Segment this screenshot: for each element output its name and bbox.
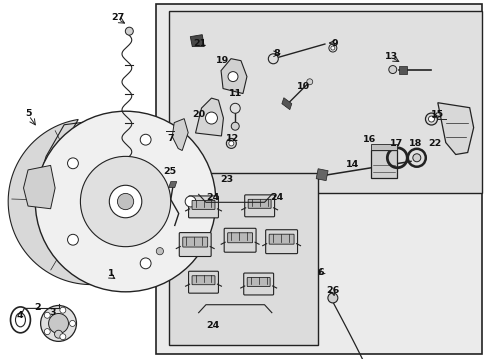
Text: 1: 1 [107,269,114,278]
Polygon shape [190,35,204,46]
Bar [371,150,397,178]
Text: 18: 18 [409,139,422,148]
Text: 7: 7 [168,134,174,143]
FancyBboxPatch shape [192,201,215,210]
Text: 24: 24 [270,193,283,202]
Circle shape [331,46,335,50]
Circle shape [41,151,142,252]
Text: 4: 4 [16,311,23,320]
Circle shape [68,158,78,169]
Text: 27: 27 [111,13,125,22]
FancyBboxPatch shape [179,233,211,257]
Circle shape [44,312,50,318]
FancyBboxPatch shape [247,278,270,287]
Text: 6: 6 [318,268,324,277]
Circle shape [41,306,76,341]
FancyBboxPatch shape [266,230,297,254]
FancyBboxPatch shape [245,195,274,217]
Circle shape [109,185,142,218]
Circle shape [58,168,124,234]
Circle shape [60,334,66,340]
Circle shape [229,141,234,146]
Circle shape [329,44,337,52]
Text: 2: 2 [34,303,41,312]
Text: 10: 10 [297,82,310,91]
Circle shape [205,112,218,124]
Circle shape [413,154,421,162]
Circle shape [226,139,236,148]
Text: 8: 8 [273,49,280,58]
Text: 25: 25 [163,167,176,176]
Circle shape [35,111,216,292]
Text: 21: 21 [194,39,207,48]
FancyBboxPatch shape [228,233,252,243]
Circle shape [68,234,78,245]
Text: 5: 5 [25,109,32,118]
Circle shape [230,103,240,113]
FancyBboxPatch shape [189,196,219,218]
Text: 20: 20 [192,110,205,119]
Text: 9: 9 [332,39,339,48]
FancyBboxPatch shape [269,234,294,244]
Text: 17: 17 [390,139,403,148]
Circle shape [70,320,75,327]
FancyBboxPatch shape [189,271,219,293]
Circle shape [156,248,164,255]
Text: 15: 15 [431,110,444,119]
Circle shape [425,113,438,125]
Circle shape [307,79,313,85]
FancyBboxPatch shape [248,199,271,208]
Circle shape [118,193,134,210]
Circle shape [228,72,238,82]
Circle shape [54,330,63,338]
Polygon shape [282,98,292,110]
Polygon shape [24,165,55,209]
Text: 23: 23 [220,175,233,184]
Text: 3: 3 [49,308,55,317]
FancyBboxPatch shape [183,237,208,247]
Circle shape [389,66,397,73]
Circle shape [328,293,338,303]
Polygon shape [438,103,474,154]
Circle shape [231,122,239,130]
Circle shape [185,196,196,207]
Text: 26: 26 [326,286,340,295]
Polygon shape [371,144,397,150]
Bar [156,4,482,354]
Text: 12: 12 [226,134,240,143]
Text: 11: 11 [229,89,242,98]
Text: 16: 16 [363,135,376,144]
Circle shape [125,27,133,35]
FancyBboxPatch shape [224,228,256,252]
Circle shape [269,54,278,64]
Text: 22: 22 [428,139,441,148]
FancyBboxPatch shape [192,276,215,285]
Polygon shape [172,119,188,150]
Polygon shape [8,120,174,284]
Polygon shape [399,66,407,73]
Text: 13: 13 [385,52,398,61]
FancyBboxPatch shape [244,273,273,295]
Polygon shape [169,181,177,188]
Text: 24: 24 [207,321,220,330]
Circle shape [80,156,171,247]
Bar [170,173,318,345]
Text: 14: 14 [346,161,359,170]
Polygon shape [196,98,223,136]
Circle shape [60,307,66,313]
Circle shape [140,134,151,145]
Polygon shape [221,59,247,94]
Circle shape [44,329,50,335]
Text: 19: 19 [217,57,230,66]
Bar [170,12,482,193]
Circle shape [140,258,151,269]
Text: 24: 24 [207,193,220,202]
Polygon shape [316,169,328,181]
Circle shape [49,314,69,333]
Circle shape [428,116,435,122]
